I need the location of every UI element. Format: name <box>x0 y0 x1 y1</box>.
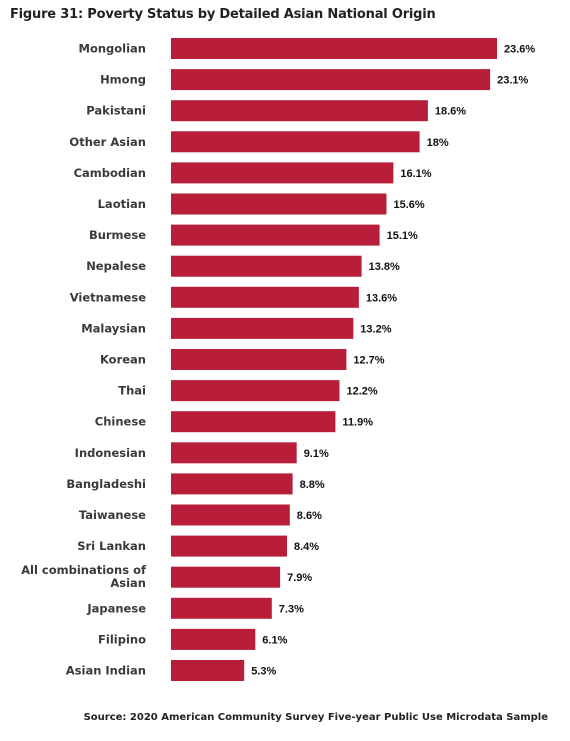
bar-bangladeshi <box>171 473 293 495</box>
value-label: 8.8% <box>300 479 325 491</box>
value-label: 5.3% <box>251 666 276 678</box>
bar-laotian <box>171 193 387 215</box>
category-label: Taiwanese <box>79 508 146 522</box>
bar-mongolian <box>171 38 497 59</box>
value-label: 18% <box>427 137 449 149</box>
value-label: 8.4% <box>294 541 319 553</box>
bar-cambodian <box>171 162 394 184</box>
category-label: Chinese <box>95 415 146 429</box>
category-label: Mongolian <box>79 42 147 56</box>
value-label: 13.2% <box>360 323 391 335</box>
category-label: Korean <box>100 353 146 367</box>
value-label: 13.8% <box>369 261 400 273</box>
bar-burmese <box>171 224 380 246</box>
category-label: All combinations of Asian <box>21 563 147 590</box>
value-label: 7.3% <box>279 603 304 615</box>
value-label: 12.7% <box>353 355 384 367</box>
value-label: 23.6% <box>504 44 535 56</box>
category-label: Vietnamese <box>70 290 147 304</box>
value-label: 16.1% <box>400 168 431 180</box>
bars-group: Mongolian 23.6% Hmong 23.1% Pakistani 18.6% Ot… <box>21 38 535 681</box>
value-label: 6.1% <box>262 634 287 646</box>
category-label: Laotian <box>98 197 146 211</box>
bar-taiwanese <box>171 504 290 526</box>
category-label: Pakistani <box>86 104 146 118</box>
category-label: Malaysian <box>81 321 146 335</box>
category-label: Indonesian <box>75 446 146 460</box>
bar-hmong <box>171 69 491 91</box>
source-note: Source: 2020 American Community Survey F… <box>83 712 548 723</box>
bar-sri-lankan <box>171 535 287 557</box>
bar-nepalese <box>171 255 362 277</box>
category-label: Burmese <box>89 228 146 242</box>
bar-filipino <box>171 628 256 650</box>
value-label: 8.6% <box>297 510 322 522</box>
bar-asian-indian <box>171 660 245 681</box>
bar-all-combinations-of-asian <box>171 566 281 588</box>
bar-pakistani <box>171 100 428 122</box>
category-label: Asian Indian <box>66 664 146 678</box>
bar-chinese <box>171 411 336 433</box>
value-label: 23.1% <box>497 75 528 87</box>
bar-japanese <box>171 597 272 619</box>
bar-malaysian <box>171 317 354 339</box>
bar-thai <box>171 380 340 402</box>
value-label: 13.6% <box>366 292 397 304</box>
category-label: Thai <box>118 384 146 398</box>
value-label: 12.2% <box>347 386 378 398</box>
category-label: Filipino <box>98 632 146 646</box>
category-label: Japanese <box>86 601 146 615</box>
category-label: Hmong <box>100 73 146 87</box>
value-label: 9.1% <box>304 448 329 460</box>
category-label: Sri Lankan <box>77 539 146 553</box>
value-label: 15.1% <box>387 230 418 242</box>
category-label: Other Asian <box>69 135 146 149</box>
category-label: Nepalese <box>86 259 146 273</box>
bar-vietnamese <box>171 286 359 308</box>
bar-other-asian <box>171 131 420 153</box>
bar-korean <box>171 349 347 370</box>
value-label: 15.6% <box>394 199 425 211</box>
bar-indonesian <box>171 442 297 464</box>
category-label: Bangladeshi <box>66 477 146 491</box>
value-label: 11.9% <box>342 417 373 429</box>
value-label: 7.9% <box>287 572 312 584</box>
chart-title: Figure 31: Poverty Status by Detailed As… <box>10 7 436 22</box>
value-label: 18.6% <box>435 106 466 118</box>
category-label: Cambodian <box>74 166 146 180</box>
